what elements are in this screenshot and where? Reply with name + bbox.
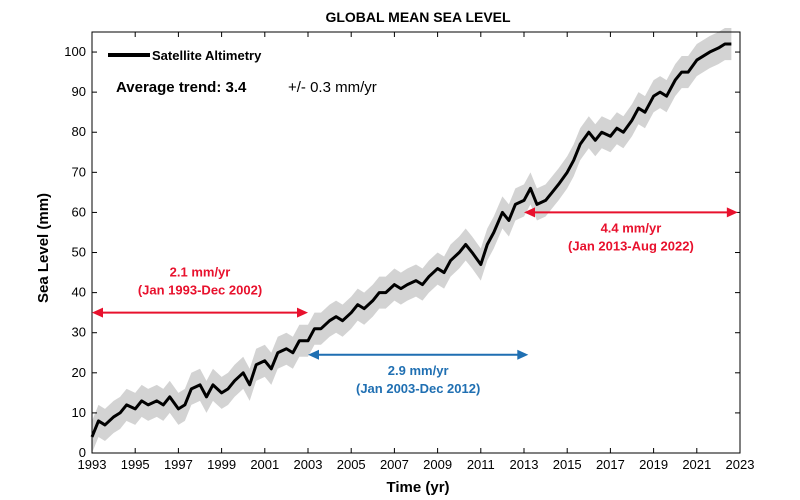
average-trend-uncertainty: +/- 0.3 mm/yr <box>288 79 377 96</box>
trend-arrow-head-left <box>308 349 319 360</box>
trend-rate-label: 2.9 mm/yr <box>388 363 449 378</box>
trend-arrow-head-left <box>524 207 535 218</box>
y-tick-label: 30 <box>72 325 86 340</box>
y-tick-label: 0 <box>79 445 86 460</box>
y-tick-label: 40 <box>72 285 86 300</box>
trend-arrow-head-right <box>517 349 529 360</box>
trend-arrow-1: 2.1 mm/yr (Jan 1993-Dec 2002) <box>92 265 308 318</box>
trend-rate-label: 2.1 mm/yr <box>170 265 231 280</box>
trend-arrow-head-right <box>726 207 738 218</box>
chart-title: GLOBAL MEAN SEA LEVEL <box>325 9 511 25</box>
series-line <box>90 42 732 438</box>
uncertainty-band <box>92 27 732 453</box>
x-tick-label: 1993 <box>78 457 107 472</box>
y-tick-label: 20 <box>72 365 86 380</box>
x-tick-label: 2015 <box>553 457 582 472</box>
y-tick-label: 10 <box>72 405 86 420</box>
x-tick-label: 1995 <box>121 457 150 472</box>
legend: Satellite Altimetry <box>108 48 262 63</box>
y-tick-label: 60 <box>72 204 86 219</box>
x-tick-label: 2013 <box>510 457 539 472</box>
x-tick-label: 2005 <box>337 457 366 472</box>
y-axis-label: Sea Level (mm) <box>35 193 52 303</box>
series-line-layer <box>90 42 732 438</box>
x-tick-label: 2023 <box>726 457 755 472</box>
axes <box>91 31 741 454</box>
trend-arrow-2: 2.9 mm/yr (Jan 2003-Dec 2012) <box>308 349 529 396</box>
x-tick-label: 2003 <box>294 457 323 472</box>
x-tick-label: 2017 <box>596 457 625 472</box>
x-tick-label: 2011 <box>467 457 495 472</box>
y-tick-label: 70 <box>72 164 86 179</box>
trend-period-label: (Jan 2013-Aug 2022) <box>568 238 694 253</box>
y-tick-label: 50 <box>72 245 86 260</box>
x-tick-label: 1999 <box>207 457 236 472</box>
y-tick-label: 80 <box>72 124 86 139</box>
trend-arrow-3: 4.4 mm/yr (Jan 2013-Aug 2022) <box>524 207 738 253</box>
y-tick-label: 90 <box>72 84 86 99</box>
x-tick-label: 2021 <box>682 457 711 472</box>
trend-annotations: 2.1 mm/yr (Jan 1993-Dec 2002) 2.9 mm/yr (Ja… <box>92 207 738 396</box>
legend-label: Satellite Altimetry <box>152 48 262 63</box>
x-tick-labels: 1993 1995 1997 1999 2001 2003 2005 2007 2009 2011… <box>78 32 755 472</box>
trend-arrow-head-left <box>92 307 103 318</box>
x-tick-label: 2019 <box>639 457 668 472</box>
x-tick-label: 2001 <box>250 457 279 472</box>
y-tick-labels: 0 10 20 30 40 50 60 70 80 90 100 <box>64 44 740 460</box>
trend-period-label: (Jan 2003-Dec 2012) <box>356 381 480 396</box>
trend-arrow-head-right <box>297 307 308 318</box>
trend-rate-label: 4.4 mm/yr <box>601 220 662 235</box>
plot-frame <box>91 31 741 454</box>
trend-period-label: (Jan 1993-Dec 2002) <box>138 283 262 298</box>
y-tick-label: 100 <box>64 44 86 59</box>
average-trend-label: Average trend: 3.4 <box>116 79 247 96</box>
x-tick-label: 2007 <box>380 457 409 472</box>
uncertainty-band-area <box>92 27 732 453</box>
x-tick-label: 2009 <box>423 457 452 472</box>
x-axis-label: Time (yr) <box>386 479 449 496</box>
x-tick-label: 1997 <box>164 457 193 472</box>
